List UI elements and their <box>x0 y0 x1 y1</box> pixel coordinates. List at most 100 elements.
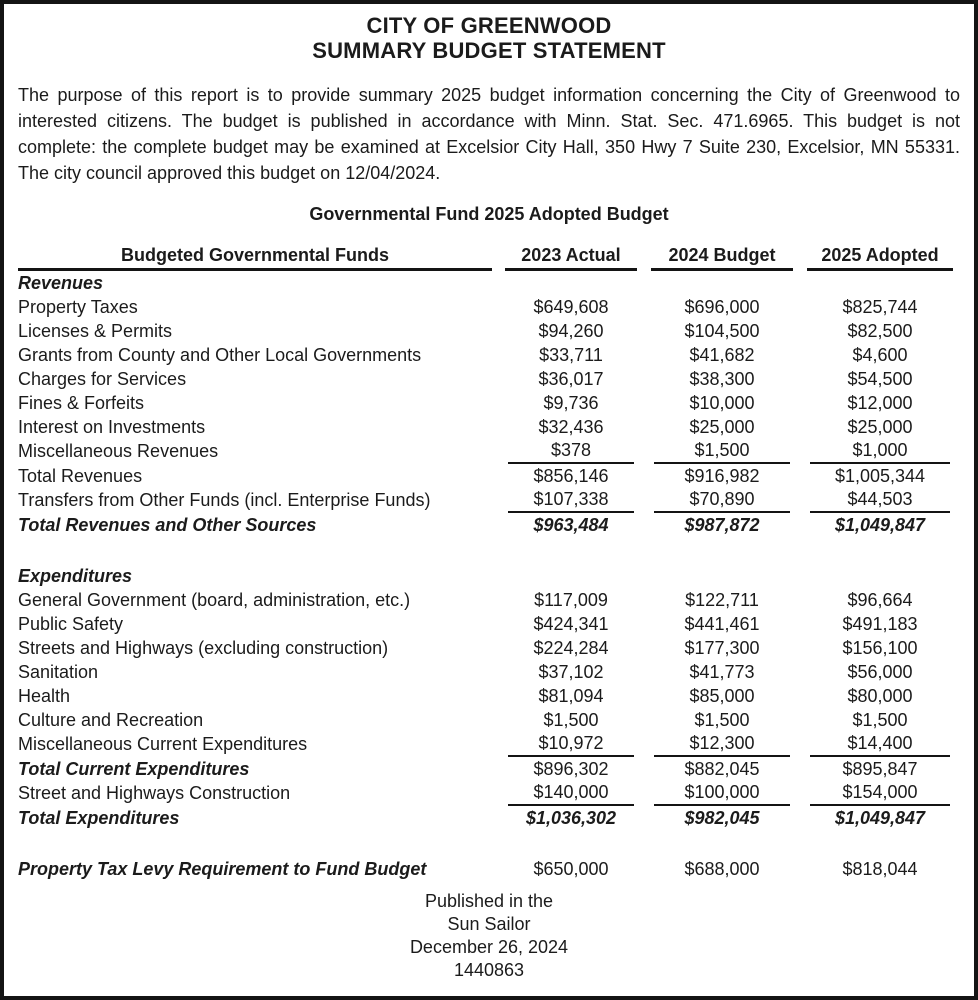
budget-row: Total Revenues and Other Sources $963,484… <box>18 513 960 537</box>
footer-line-published: Published in the <box>424 891 554 911</box>
row-value: $688,000 <box>684 858 760 879</box>
row-value-cell: $36,017 <box>498 367 644 391</box>
row-label: Property Tax Levy Requirement to Fund Bu… <box>18 858 427 879</box>
row-value-cell: $1,036,302 <box>498 806 644 830</box>
row-value-cell: $982,045 <box>644 806 800 830</box>
row-value: $122,711 <box>685 589 759 610</box>
row-value: $10,972 <box>508 732 634 757</box>
row-value-cell: $25,000 <box>800 415 960 439</box>
row-value: $224,284 <box>533 637 609 658</box>
row-value-cell: $81,094 <box>498 684 644 708</box>
row-value-cell: $1,500 <box>800 708 960 732</box>
row-value: $25,000 <box>847 416 913 437</box>
row-value-cell: $1,500 <box>644 439 800 464</box>
row-value-cell: $895,847 <box>800 757 960 781</box>
row-value: $38,300 <box>689 368 755 389</box>
row-value-cell <box>644 564 800 588</box>
row-value-cell: $33,711 <box>498 343 644 367</box>
row-value-cell <box>498 271 644 295</box>
row-value: $441,461 <box>684 613 760 634</box>
spacer-row <box>18 830 960 857</box>
row-label: Total Current Expenditures <box>18 758 250 779</box>
column-header-2024-budget-label: 2024 Budget <box>651 245 793 271</box>
row-value: $1,036,302 <box>525 807 617 828</box>
column-header-2025-adopted-label: 2025 Adopted <box>807 245 953 271</box>
row-value-cell: $41,682 <box>644 343 800 367</box>
row-value-cell: $491,183 <box>800 612 960 636</box>
row-value: $1,500 <box>654 439 790 464</box>
row-value: $37,102 <box>538 661 604 682</box>
budget-row: Grants from County and Other Local Gover… <box>18 343 960 367</box>
row-value: $94,260 <box>538 320 604 341</box>
row-value-cell: $38,300 <box>644 367 800 391</box>
row-value-cell: $1,049,847 <box>800 806 960 830</box>
row-label: Streets and Highways (excluding construc… <box>18 637 389 658</box>
budget-row: Transfers from Other Funds (incl. Enterp… <box>18 488 960 513</box>
budget-row: Total Current Expenditures $896,302 $882,0… <box>18 757 960 781</box>
row-value-cell: $4,600 <box>800 343 960 367</box>
row-value-cell: $696,000 <box>644 295 800 319</box>
row-value: $882,045 <box>684 758 760 779</box>
row-value: $32,436 <box>538 416 604 437</box>
row-value: $9,736 <box>543 392 599 413</box>
row-value-cell: $70,890 <box>644 488 800 513</box>
row-value: $12,000 <box>847 392 913 413</box>
budget-row: Total Expenditures $1,036,302 $982,045 $1,0… <box>18 806 960 830</box>
budget-row: Health $81,094 $85,000 $80,000 <box>18 684 960 708</box>
row-value-cell: $916,982 <box>644 464 800 488</box>
row-value-cell: $140,000 <box>498 781 644 806</box>
row-value-cell: $987,872 <box>644 513 800 537</box>
row-value: $1,500 <box>694 709 750 730</box>
row-value: $25,000 <box>689 416 755 437</box>
row-label: Miscellaneous Current Expenditures <box>18 734 308 754</box>
row-label: Fines & Forfeits <box>18 392 145 413</box>
row-value-cell: $896,302 <box>498 757 644 781</box>
row-value: $895,847 <box>842 758 918 779</box>
row-value: $818,044 <box>842 858 918 879</box>
row-value: $140,000 <box>508 781 634 806</box>
row-value-cell: $649,608 <box>498 295 644 319</box>
budget-row: General Government (board, administratio… <box>18 588 960 612</box>
row-value-cell: $122,711 <box>644 588 800 612</box>
row-value-cell <box>800 564 960 588</box>
row-label: Property Taxes <box>18 296 138 317</box>
row-value-cell: $10,000 <box>644 391 800 415</box>
row-label: Grants from County and Other Local Gover… <box>18 344 422 365</box>
row-label: Interest on Investments <box>18 416 206 437</box>
row-value-cell: $1,005,344 <box>800 464 960 488</box>
row-value: $44,503 <box>810 488 950 513</box>
footer-line-notice-id: 1440863 <box>453 960 525 980</box>
row-value: $36,017 <box>538 368 604 389</box>
budget-row: Property Taxes $649,608 $696,000 $825,744 <box>18 295 960 319</box>
row-value-cell: $378 <box>498 439 644 464</box>
budget-row: Charges for Services $36,017 $38,300 $54,50… <box>18 367 960 391</box>
row-value: $896,302 <box>533 758 609 779</box>
row-value <box>508 282 634 284</box>
spacer-cell <box>18 830 960 857</box>
document-title-line-2: SUMMARY BUDGET STATEMENT <box>312 38 666 63</box>
row-value: $81,094 <box>538 685 604 706</box>
row-value: $1,500 <box>852 709 908 730</box>
row-value-cell: $856,146 <box>498 464 644 488</box>
row-value-cell: $94,260 <box>498 319 644 343</box>
row-value-cell: $156,100 <box>800 636 960 660</box>
budget-row: Interest on Investments $32,436 $25,000 $25… <box>18 415 960 439</box>
row-value: $70,890 <box>654 488 790 513</box>
row-value-cell: $10,972 <box>498 732 644 757</box>
row-value: $12,300 <box>654 732 790 757</box>
row-value: $987,872 <box>684 514 760 535</box>
column-header-2025-adopted: 2025 Adopted <box>800 245 960 271</box>
row-value-cell: $825,744 <box>800 295 960 319</box>
budget-row: Total Revenues $856,146 $916,982 $1,005,344 <box>18 464 960 488</box>
row-value-cell: $424,341 <box>498 612 644 636</box>
row-value-cell <box>498 564 644 588</box>
row-value <box>654 282 790 284</box>
spacer-row <box>18 537 960 564</box>
budget-row: Public Safety $424,341 $441,461 $491,183 <box>18 612 960 636</box>
row-value-cell: $9,736 <box>498 391 644 415</box>
row-value: $491,183 <box>842 613 918 634</box>
budget-row: Property Tax Levy Requirement to Fund Bu… <box>18 857 960 881</box>
budget-row: Streets and Highways (excluding construc… <box>18 636 960 660</box>
row-value: $80,000 <box>847 685 913 706</box>
row-value-cell: $441,461 <box>644 612 800 636</box>
